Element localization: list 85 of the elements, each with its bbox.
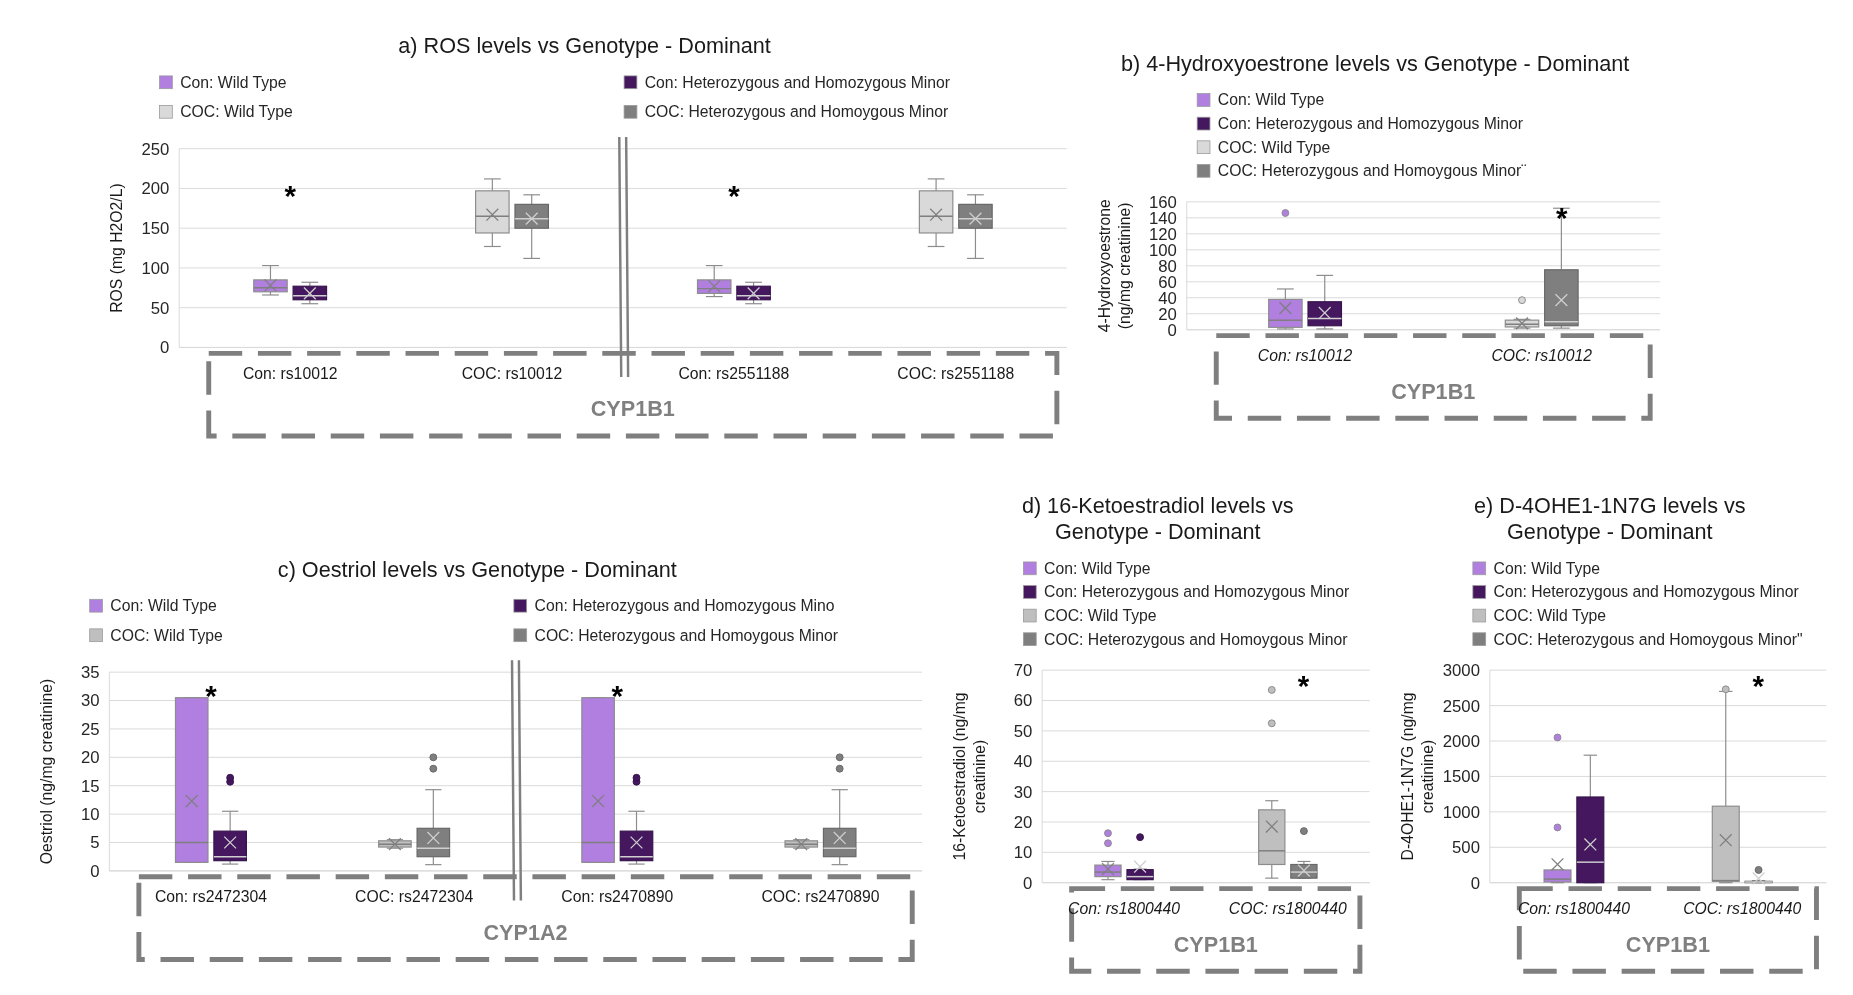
- annotation: *: [728, 179, 741, 213]
- legend-label: COC: Wild Type: [1217, 138, 1331, 156]
- x-tick-label: Con: rs1800440: [1068, 900, 1181, 918]
- y-axis-title: D-4OHE1-1N7G (ng/mg creatinine): [1399, 692, 1436, 861]
- legend-label: COC: Wild Type: [180, 103, 293, 121]
- x-axis-title: CYP1B1: [1391, 378, 1476, 404]
- legend-label: COC: Heterozygous and Homoygous Minor": [1493, 630, 1803, 648]
- legend-label: Con: Heterozygous and Homozygous Mino: [534, 597, 835, 615]
- y-tick-label: 0: [1470, 873, 1480, 893]
- y-tick-label: 100: [141, 258, 170, 278]
- y-tick-label: 250: [141, 139, 170, 159]
- y-tick-label: 25: [80, 719, 100, 739]
- y-axis-title: 4-Hydroxyoestrone (ng/mg creatinine): [1096, 199, 1133, 333]
- x-axis-title: CYP1B1: [590, 396, 675, 422]
- x-tick-label: COC: rs1800440: [1683, 900, 1802, 918]
- x-tick-label: Con: rs2472304: [154, 888, 268, 906]
- y-tick-label: 2000: [1442, 731, 1480, 751]
- y-tick-label: 1500: [1442, 767, 1480, 787]
- legend-label: Con: Heterozygous and Homozygous Minor: [1044, 583, 1350, 601]
- annotation: *: [284, 179, 297, 213]
- y-tick-label: 10: [1013, 843, 1033, 863]
- x-tick-label: Con: rs2551188: [678, 364, 790, 382]
- legend-label: Con: Wild Type: [1493, 559, 1601, 577]
- legend-label: Con: Heterozygous and Homozygous Minor: [644, 73, 950, 91]
- x-axis-title: CYP1B1: [1173, 931, 1258, 957]
- y-tick-label: 2500: [1442, 696, 1480, 716]
- y-tick-label: 0: [1022, 873, 1033, 893]
- annotation: *: [611, 678, 624, 712]
- y-tick-label: 1000: [1442, 802, 1480, 822]
- x-tick-label: Con: rs1800440: [1517, 900, 1631, 918]
- y-tick-label: 0: [90, 861, 100, 881]
- chart-title: d) 16-Ketoestradiol levels vs Genotype - Dominant: [1021, 492, 1294, 545]
- y-tick-label: 60: [1013, 691, 1033, 711]
- legend-label: Con: Wild Type: [1044, 559, 1151, 577]
- y-tick-label: 40: [1013, 752, 1033, 772]
- annotation: *: [1556, 201, 1569, 235]
- x-tick-label: COC: rs2470890: [761, 888, 880, 906]
- legend-label: COC: Heterozygous and Homoygous Minor: [534, 626, 838, 644]
- x-tick-label: COC: rs10012: [461, 364, 563, 382]
- y-axis-title: 16-Ketoestradiol (ng/mg creatinine): [951, 692, 989, 861]
- x-tick-label: COC: rs2551188: [897, 364, 1015, 382]
- y-tick-label: 50: [150, 298, 170, 318]
- y-tick-label: 35: [80, 663, 100, 683]
- y-axis-title: Oestriol (ng/mg creatinine): [38, 678, 56, 865]
- chart-title: b) 4-Hydroxyoestrone levels vs Genotype - Dominant: [1120, 50, 1630, 76]
- y-tick-label: 15: [80, 776, 100, 796]
- legend-label: Con: Heterozygous and Homozygous Minor: [1493, 583, 1799, 601]
- chart-title: e) D-4OHE1-1N7G levels vs Genotype - Dominant: [1474, 492, 1746, 545]
- y-axis-title: ROS (mg H2O2/L): [108, 183, 126, 313]
- y-tick-label: 30: [1013, 782, 1033, 802]
- y-tick-label: 150: [141, 219, 170, 239]
- legend-label: Con: Wild Type: [1217, 91, 1325, 109]
- y-tick-label: 10: [80, 805, 100, 825]
- annotation: *: [1297, 669, 1310, 703]
- y-tick-label: 5: [90, 833, 100, 853]
- y-tick-label: 0: [160, 338, 170, 358]
- legend-label: COC: Wild Type: [1493, 606, 1607, 624]
- x-tick-label: Con: rs10012: [1257, 347, 1353, 365]
- x-tick-label: Con: rs2470890: [561, 888, 674, 906]
- chart-title: a) ROS levels vs Genotype - Dominant: [398, 33, 771, 59]
- chart-title: c) Oestriol levels vs Genotype - Dominant: [277, 556, 677, 582]
- y-tick-label: 50: [1013, 721, 1033, 741]
- y-tick-label: 3000: [1442, 661, 1480, 681]
- annotation: *: [1752, 669, 1765, 703]
- y-tick-label: 20: [80, 748, 100, 768]
- y-tick-label: 70: [1013, 661, 1033, 681]
- x-tick-label: COC: rs1800440: [1228, 900, 1348, 918]
- x-tick-label: COC: rs2472304: [355, 888, 474, 906]
- y-tick-label: 30: [80, 691, 100, 711]
- legend-label: COC: Heterozygous and Homoygous Minor: [644, 103, 949, 121]
- y-tick-label: 200: [141, 179, 170, 199]
- x-tick-label: Con: rs10012: [242, 364, 338, 382]
- legend-label: COC: Wild Type: [1044, 606, 1157, 624]
- y-tick-label: 500: [1452, 838, 1480, 858]
- x-tick-label: COC: rs10012: [1491, 347, 1593, 365]
- x-axis-title: CYP1B1: [1625, 931, 1710, 957]
- legend-label: COC: Heterozygous and Homoygous Minor¨: [1217, 162, 1527, 180]
- legend-label: Con: Wild Type: [180, 73, 287, 91]
- x-axis-title: CYP1A2: [483, 919, 568, 945]
- annotation: *: [205, 678, 218, 712]
- legend-label: Con: Heterozygous and Homozygous Minor: [1217, 115, 1524, 133]
- legend-label: COC: Heterozygous and Homoygous Minor: [1044, 630, 1348, 648]
- legend-label: Con: Wild Type: [110, 597, 217, 615]
- legend-label: COC: Wild Type: [110, 626, 224, 644]
- y-tick-label: 20: [1013, 812, 1033, 832]
